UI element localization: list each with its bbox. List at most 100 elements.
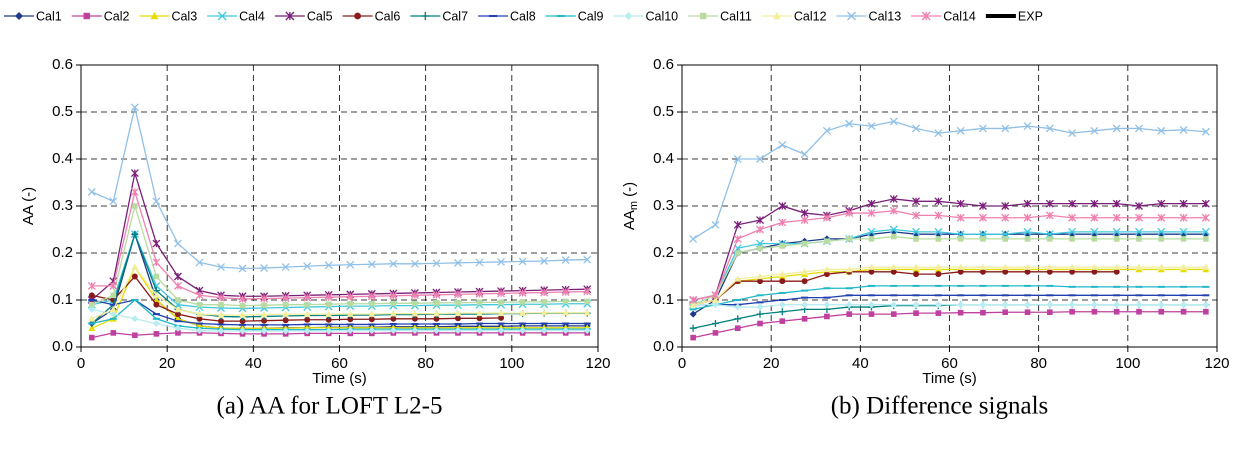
marker (1157, 263, 1165, 270)
marker (174, 305, 182, 313)
marker (540, 257, 549, 265)
series-line (693, 311, 1206, 339)
marker (109, 305, 117, 313)
marker (303, 293, 312, 302)
marker (1180, 308, 1187, 315)
marker (980, 309, 986, 316)
marker (218, 318, 224, 325)
marker (867, 227, 876, 236)
marker (389, 310, 397, 317)
marker (734, 325, 741, 331)
series-line (91, 275, 502, 322)
marker (217, 293, 225, 302)
marker (757, 278, 763, 285)
marker (454, 258, 462, 267)
marker (711, 220, 720, 229)
marker (498, 299, 504, 306)
marker (153, 273, 160, 280)
series-line (692, 231, 1206, 315)
marker (285, 11, 295, 21)
marker (733, 220, 742, 229)
marker (867, 199, 876, 208)
y-axis-label: AA (-) (20, 187, 37, 225)
marker (1068, 199, 1077, 208)
marker (912, 263, 920, 270)
x-tick-label: 100 (499, 355, 524, 372)
marker (757, 320, 763, 327)
marker (1113, 263, 1121, 270)
marker (175, 297, 181, 303)
marker (756, 225, 764, 234)
marker (412, 300, 418, 307)
marker (131, 315, 139, 323)
marker (912, 301, 920, 309)
marker (734, 250, 741, 256)
marker (1045, 199, 1054, 208)
marker (260, 311, 268, 318)
caption: (a) AA for LOFT L2-5 (217, 393, 443, 420)
legend-label: Cal6 (375, 9, 401, 23)
series-line (91, 203, 588, 307)
y-axis-label-sub: m (628, 201, 640, 210)
marker (801, 316, 808, 322)
marker (109, 310, 117, 318)
marker (368, 316, 375, 323)
marker (368, 327, 376, 335)
y-tick-label: 0.4 (653, 150, 674, 167)
marker (454, 309, 462, 316)
marker (390, 300, 397, 307)
marker (934, 197, 943, 206)
marker (1179, 125, 1188, 134)
marker (890, 233, 897, 240)
series-line (692, 228, 1206, 306)
marker (173, 272, 182, 281)
marker (498, 314, 505, 321)
marker (956, 213, 965, 222)
marker (800, 209, 809, 218)
marker (196, 315, 203, 322)
marker (88, 315, 96, 322)
y-tick-label: 0.5 (52, 103, 73, 120)
marker (1158, 308, 1165, 315)
marker (1112, 199, 1121, 208)
marker (217, 327, 225, 335)
marker (778, 140, 787, 149)
marker (1180, 263, 1188, 270)
marker (1045, 211, 1054, 220)
marker (867, 209, 876, 218)
marker (282, 317, 289, 324)
marker (1135, 213, 1143, 222)
y-tick-label: 0.2 (52, 244, 73, 261)
marker (540, 309, 548, 316)
marker (801, 301, 809, 309)
legend-label: Cal12 (794, 9, 827, 23)
marker (261, 317, 268, 324)
marker (1179, 213, 1188, 222)
marker (1068, 213, 1077, 222)
marker (979, 301, 987, 309)
marker (282, 301, 289, 308)
marker (303, 262, 312, 271)
marker (583, 309, 591, 316)
marker (432, 290, 441, 299)
y-tick-label: 0.3 (52, 197, 73, 214)
marker (934, 211, 943, 220)
marker (454, 327, 462, 335)
marker (109, 197, 118, 206)
marker (1202, 263, 1210, 270)
marker (583, 327, 591, 335)
marker (239, 318, 246, 325)
marker (778, 270, 786, 277)
series-line (91, 265, 588, 320)
marker (131, 273, 138, 280)
marker (1090, 263, 1098, 270)
marker (1157, 227, 1166, 236)
marker (109, 281, 118, 290)
marker (324, 293, 333, 302)
marker (801, 240, 808, 247)
marker (1024, 236, 1031, 242)
marker (88, 305, 96, 313)
marker (541, 299, 547, 305)
marker (475, 289, 484, 298)
